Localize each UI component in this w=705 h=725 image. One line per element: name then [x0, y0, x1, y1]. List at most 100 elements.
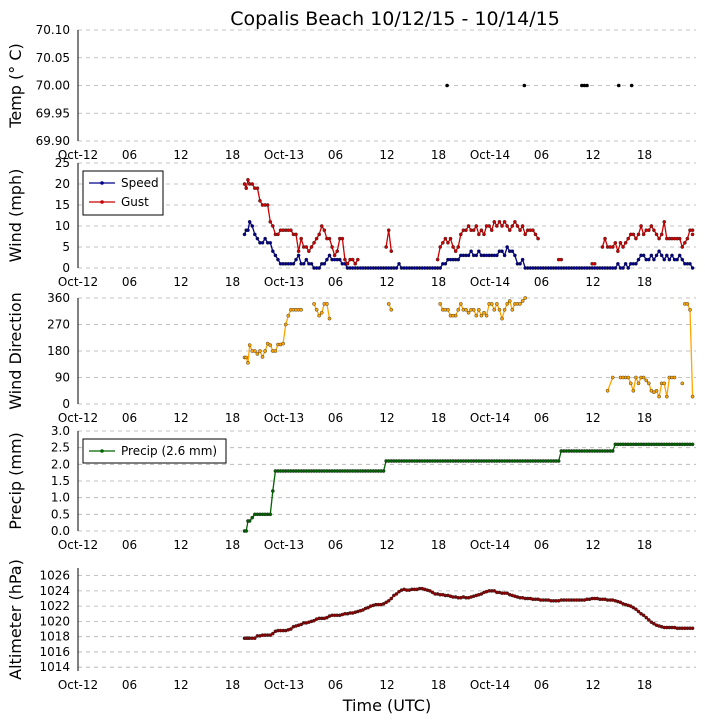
data-point [466, 310, 471, 315]
data-point [667, 257, 672, 262]
data-point [317, 313, 321, 318]
data-point [690, 228, 695, 232]
data-point [662, 381, 667, 386]
x-tick-label: 06 [534, 148, 549, 162]
y-tick-label: 69.95 [36, 106, 70, 120]
data-point [613, 266, 618, 270]
data-point [520, 299, 525, 303]
x-tick-label: 18 [431, 148, 446, 162]
data-point [381, 469, 386, 473]
data-point [636, 609, 641, 614]
data-point [428, 589, 432, 593]
data-point [247, 343, 252, 347]
data-point [312, 302, 316, 306]
panel-wind: 0 5 10 15 20 25 Wind (mph) Oct-12 06 12 18 Oct-13 06… [6, 156, 696, 289]
data-point [366, 605, 370, 610]
data-point [659, 253, 664, 258]
data-point [250, 224, 255, 228]
y-tick-label: 90 [55, 371, 70, 385]
data-point [268, 343, 273, 347]
data-point [271, 249, 275, 253]
data-point [253, 636, 257, 640]
data-point [683, 240, 687, 245]
data-point [255, 186, 260, 190]
data-point [520, 257, 525, 262]
data-point [386, 302, 391, 306]
data-point [384, 600, 388, 605]
data-point [258, 198, 262, 203]
x-tick-label: Oct-12 [58, 411, 98, 425]
data-point [616, 83, 621, 88]
data-point [312, 618, 316, 623]
series-line [243, 220, 694, 270]
data-point [296, 249, 301, 253]
data-point [636, 257, 641, 262]
x-tick-label: 12 [585, 275, 600, 289]
data-point [639, 224, 643, 228]
x-tick-label: 18 [637, 411, 652, 425]
x-tick-label: 18 [637, 275, 652, 289]
data-point [482, 232, 486, 237]
data-point [294, 232, 298, 237]
data-point [325, 302, 329, 306]
x-tick-label: 06 [534, 678, 549, 692]
data-point [500, 249, 504, 253]
data-point [276, 232, 280, 237]
x-tick-label: Oct-13 [264, 538, 304, 552]
data-point [451, 245, 455, 249]
x-tick-label: 18 [637, 148, 652, 162]
y-tick-label: 70.00 [36, 79, 70, 93]
x-tick-label: 18 [431, 678, 446, 692]
data-point [289, 228, 293, 232]
data-point [296, 253, 301, 258]
data-point [247, 519, 252, 523]
data-point [613, 240, 618, 245]
data-point [605, 388, 610, 393]
data-point [443, 261, 448, 266]
data-point [482, 310, 486, 315]
legend-marker [100, 181, 104, 185]
x-tick-label: 12 [173, 538, 188, 552]
y-tick-label: 10 [55, 219, 70, 233]
series-precip-2-6-mm- [242, 442, 695, 533]
data-point [641, 232, 646, 237]
data-point [392, 593, 396, 598]
y-tick-label: 1024 [39, 584, 70, 598]
data-point [335, 249, 340, 253]
data-point [356, 257, 360, 262]
data-point [474, 313, 479, 318]
data-point [515, 224, 520, 228]
data-point [345, 261, 350, 266]
data-point [453, 313, 458, 318]
data-point [497, 219, 502, 224]
data-point [495, 253, 499, 258]
data-point [531, 228, 535, 232]
data-point [343, 257, 347, 262]
data-point [634, 375, 638, 380]
data-point [644, 615, 649, 620]
legend-label: Speed [121, 176, 159, 190]
data-point [309, 245, 314, 249]
x-tick-label: 12 [379, 275, 394, 289]
data-point [445, 83, 449, 88]
x-tick-label: 06 [328, 538, 343, 552]
y-tick-label: 1014 [39, 660, 70, 674]
x-tick-label: 06 [328, 678, 343, 692]
data-point [649, 224, 654, 228]
data-point [631, 232, 636, 237]
data-point [386, 599, 391, 603]
data-point [657, 236, 661, 241]
data-point [675, 257, 679, 262]
data-point [489, 228, 494, 232]
data-point [680, 257, 685, 262]
data-point [271, 631, 275, 636]
data-point [654, 253, 659, 258]
data-point [677, 236, 682, 241]
data-point [616, 261, 620, 266]
data-point [289, 627, 293, 631]
data-point [361, 608, 365, 612]
data-point [271, 224, 275, 228]
data-point [283, 322, 288, 327]
data-point [652, 621, 656, 626]
y-tick-label: 2.0 [51, 457, 70, 471]
